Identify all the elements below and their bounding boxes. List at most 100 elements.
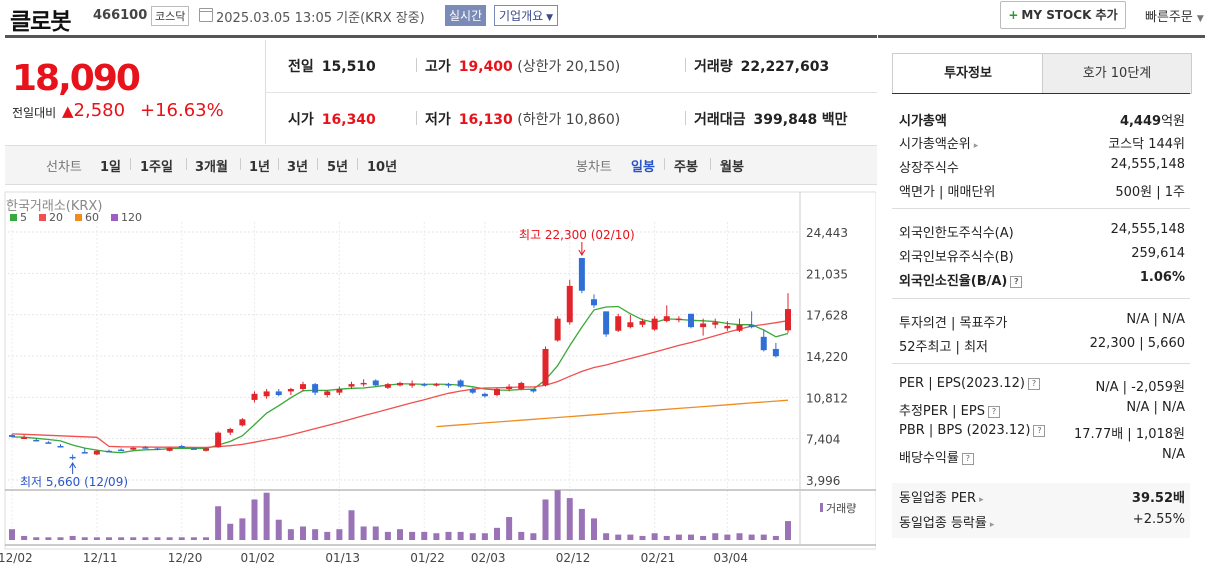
volume-bar	[712, 533, 719, 540]
candle-daily[interactable]: 일봉	[631, 160, 655, 175]
volume-bar	[760, 534, 767, 540]
chart-axes: 24,443 21,035 17,628 14,220 10,812 7,404 3,996…	[0, 192, 876, 565]
candle	[494, 387, 500, 397]
candle	[190, 447, 197, 450]
volume-bar	[178, 537, 185, 540]
candle	[566, 279, 573, 325]
help-icon[interactable]: ?	[1010, 276, 1023, 288]
help-icon[interactable]: ?	[1027, 378, 1040, 390]
volume-bar	[591, 518, 597, 540]
moving-average-lines	[11, 305, 789, 454]
candle	[57, 444, 64, 448]
prev-close: 전일 15,510	[288, 56, 376, 76]
tab-invest-info[interactable]: 투자정보	[892, 53, 1044, 94]
pbr-row: PBR | BPS (2023.12)? 17.77배 | 1,018원	[899, 423, 1185, 443]
candle-body	[69, 456, 76, 459]
volume-bar	[287, 529, 294, 540]
period-1d[interactable]: 1일	[100, 160, 122, 175]
shares-row: 상장주식수 24,555,148	[899, 157, 1185, 177]
volume-bar	[397, 529, 403, 540]
candle-body	[530, 388, 537, 392]
candle-body	[736, 324, 743, 331]
est-per-label-wrap: 추정PER | EPS?	[899, 400, 1000, 419]
candle	[421, 382, 428, 387]
y-tick-label: 24,443	[806, 226, 848, 240]
peer-per-label-wrap[interactable]: 동일업종 PER ▸	[899, 491, 984, 506]
realtime-badge[interactable]: 실시간	[445, 5, 487, 26]
foreign-hold-row: 외국인보유주식수(B) 259,614	[899, 246, 1185, 266]
divider	[416, 111, 417, 125]
candle-body	[336, 388, 343, 393]
volume-bar	[736, 533, 743, 540]
corp-info-button[interactable]: 기업개요 ▼	[494, 5, 559, 26]
volume-bar	[300, 526, 306, 540]
price-chart[interactable]: 24,443 21,035 17,628 14,220 10,812 7,404 3,996…	[0, 190, 876, 570]
high-annotation: 최고 22,300 (02/10)	[519, 228, 635, 242]
candle-body	[433, 384, 440, 386]
volume-label: 거래량	[826, 502, 856, 515]
divider	[317, 158, 318, 170]
candle-monthly[interactable]: 월봉	[720, 160, 744, 175]
candle	[785, 293, 791, 333]
week52-value: 22,300 | 5,660	[1089, 336, 1185, 351]
volume-bar	[324, 531, 331, 540]
volume-bar	[409, 531, 416, 540]
period-bar	[5, 145, 877, 185]
period-5y[interactable]: 5년	[327, 160, 349, 175]
divider	[240, 158, 241, 170]
candle	[21, 435, 28, 440]
open-price: 시가 16,340	[288, 109, 376, 129]
tab-orderbook[interactable]: 호가 10단계	[1042, 53, 1192, 94]
volume-bar	[785, 521, 791, 540]
par-label: 액면가 | 매매단위	[899, 185, 996, 200]
period-3m[interactable]: 3개월	[195, 160, 228, 175]
candle	[663, 305, 670, 323]
candle	[93, 449, 100, 456]
high-value: 19,400	[458, 59, 513, 75]
help-icon[interactable]: ?	[987, 406, 1000, 418]
market-cap-value: 4,449억원	[1119, 114, 1185, 129]
candle-body	[93, 450, 100, 455]
week52-row: 52주최고 | 최저 22,300 | 5,660	[899, 336, 1185, 356]
candle	[9, 433, 15, 438]
volume-bar	[421, 531, 428, 540]
ma-legend-label: 20	[49, 211, 63, 224]
opinion-row: 투자의견 | 목표주가 N/A | N/A	[899, 312, 1185, 332]
volume-bar	[263, 492, 270, 540]
period-3y[interactable]: 3년	[287, 160, 309, 175]
volume-bar	[130, 537, 137, 540]
candle-weekly[interactable]: 주봉	[674, 160, 698, 175]
candle	[118, 448, 125, 452]
pbr-label-wrap: PBR | BPS (2023.12)?	[899, 423, 1046, 438]
candle-body	[142, 447, 149, 449]
divider	[892, 93, 1190, 94]
candle-body	[651, 318, 658, 330]
candle-body	[518, 382, 525, 389]
peer-rate-label-wrap[interactable]: 동일업종 등락률 ▸	[899, 516, 995, 531]
period-10y[interactable]: 10년	[367, 160, 398, 175]
div-row: 배당수익률? N/A	[899, 447, 1185, 467]
quick-order-button[interactable]: 빠른주문 ▼	[1145, 6, 1204, 25]
help-icon[interactable]: ?	[1033, 425, 1046, 437]
prev-close-label: 전일	[288, 59, 314, 75]
candle-body	[566, 285, 573, 323]
add-mystock-button[interactable]: + MY STOCK 추가	[1000, 1, 1126, 29]
candle-body	[785, 309, 791, 331]
candle-body	[457, 380, 464, 387]
candle-body	[251, 393, 258, 400]
chevron-down-icon: ▼	[546, 13, 554, 23]
candle-body	[190, 448, 197, 450]
add-mystock-label: MY STOCK 추가	[1021, 8, 1118, 22]
divider	[664, 158, 665, 170]
volume-bar	[663, 535, 670, 540]
opinion-label: 투자의견 | 목표주가	[899, 316, 1008, 331]
period-1w[interactable]: 1주일	[140, 160, 173, 175]
candle-body	[578, 257, 585, 291]
period-1y[interactable]: 1년	[249, 160, 271, 175]
volume-bar	[615, 534, 622, 540]
candle-body	[360, 382, 367, 385]
help-icon[interactable]: ?	[961, 453, 974, 465]
rank-label-wrap[interactable]: 시가총액순위 ▸	[899, 137, 979, 152]
ma-legend-swatch	[10, 214, 17, 221]
foreign-limit-label: 외국인한도주식수(A)	[899, 226, 1014, 241]
